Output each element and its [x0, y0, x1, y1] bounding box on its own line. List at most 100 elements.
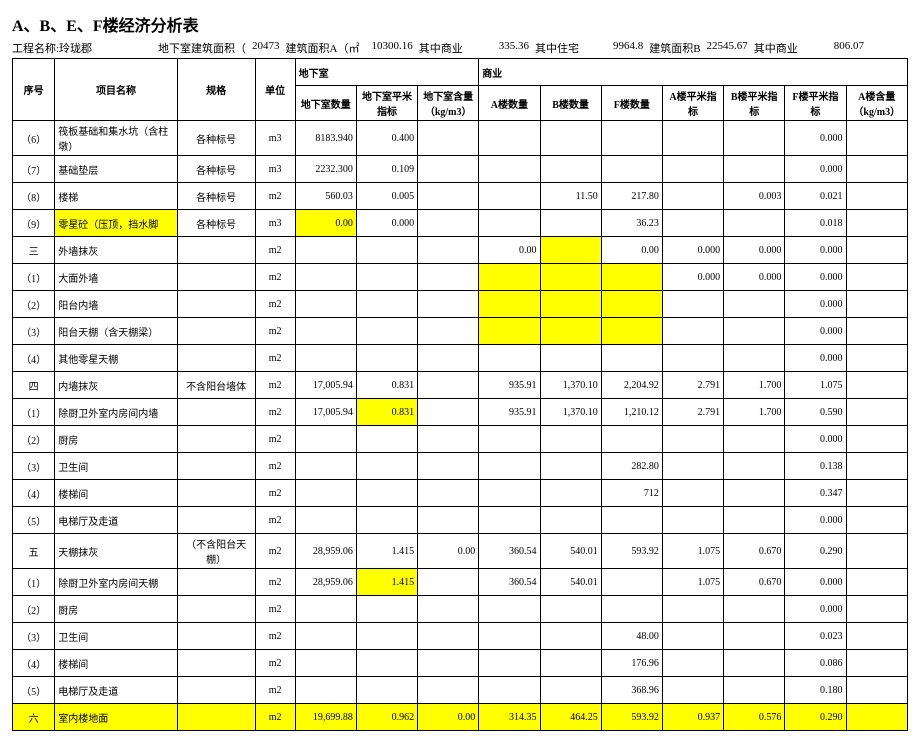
- cell-value: [540, 426, 601, 453]
- cell-value: [356, 453, 417, 480]
- cell-value: [295, 623, 356, 650]
- cell-name: 基础垫层: [55, 156, 177, 183]
- cell-name: 电梯厅及走道: [55, 677, 177, 704]
- cell-value: [540, 121, 601, 156]
- cell-value: 1,210.12: [601, 399, 662, 426]
- cell-value: 540.01: [540, 534, 601, 569]
- cell-value: 0.000: [785, 237, 846, 264]
- cell-name: 阳台内墙: [55, 291, 177, 318]
- cell-value: 0.000: [785, 596, 846, 623]
- cell-value: [540, 291, 601, 318]
- cell-spec: 各种标号: [177, 121, 255, 156]
- cell-spec: [177, 345, 255, 372]
- cell-name: 楼梯间: [55, 480, 177, 507]
- cell-value: 0.000: [785, 156, 846, 183]
- cell-unit: m2: [255, 237, 295, 264]
- cell-value: 8183.940: [295, 121, 356, 156]
- table-row: 五天棚抹灰（不含阳台天棚）m228,959.061.4150.00360.545…: [13, 534, 908, 569]
- bizB-val: 806.07: [834, 40, 864, 56]
- cell-name: 卫生间: [55, 623, 177, 650]
- cell-value: [846, 372, 907, 399]
- cell-value: 1.415: [356, 534, 417, 569]
- cell-value: 2232.300: [295, 156, 356, 183]
- cell-value: [846, 399, 907, 426]
- cell-unit: m3: [255, 121, 295, 156]
- cell-value: [846, 623, 907, 650]
- cell-spec: [177, 596, 255, 623]
- cell-value: [601, 121, 662, 156]
- cell-value: [846, 156, 907, 183]
- cell-value: [846, 480, 907, 507]
- cell-value: [418, 569, 479, 596]
- cell-seq: （4）: [13, 650, 55, 677]
- cell-value: [662, 318, 723, 345]
- cell-seq: （2）: [13, 291, 55, 318]
- cell-unit: m2: [255, 507, 295, 534]
- cell-value: 11.50: [540, 183, 601, 210]
- cell-value: 1.075: [662, 534, 723, 569]
- cell-value: [540, 237, 601, 264]
- cell-value: [418, 453, 479, 480]
- cell-value: [540, 345, 601, 372]
- hdr-g2a: A楼数量: [479, 86, 540, 121]
- cell-value: 0.086: [785, 650, 846, 677]
- cell-value: [724, 507, 785, 534]
- cell-value: [540, 318, 601, 345]
- cell-value: [846, 650, 907, 677]
- cell-value: 0.00: [479, 237, 540, 264]
- cell-value: 1.075: [785, 372, 846, 399]
- cell-value: 0.400: [356, 121, 417, 156]
- cell-value: [601, 291, 662, 318]
- cell-value: [418, 507, 479, 534]
- cell-value: [601, 507, 662, 534]
- cell-spec: 不含阳台墙体: [177, 372, 255, 399]
- cell-spec: [177, 399, 255, 426]
- cell-value: [724, 156, 785, 183]
- cell-spec: [177, 264, 255, 291]
- cell-seq: 四: [13, 372, 55, 399]
- cell-name: 内墙抹灰: [55, 372, 177, 399]
- cell-value: 2.791: [662, 372, 723, 399]
- cell-value: [356, 237, 417, 264]
- cell-unit: m2: [255, 596, 295, 623]
- cell-value: 0.005: [356, 183, 417, 210]
- cell-value: [479, 480, 540, 507]
- cell-unit: m2: [255, 480, 295, 507]
- cell-value: 0.000: [785, 507, 846, 534]
- cell-value: [479, 121, 540, 156]
- cell-value: [662, 426, 723, 453]
- cell-value: 176.96: [601, 650, 662, 677]
- cell-value: 712: [601, 480, 662, 507]
- meta-row: 工程名称:玲珑郡 地下室建筑面积（ 20473 建筑面积A（㎡ 10300.16…: [12, 40, 908, 56]
- hdr-grp-basement: 地下室: [295, 59, 479, 86]
- cell-value: 0.109: [356, 156, 417, 183]
- table-row: （1）除厨卫外室内房间天棚m228,959.061.415360.54540.0…: [13, 569, 908, 596]
- cell-spec: [177, 623, 255, 650]
- cell-value: [479, 210, 540, 237]
- cell-value: 560.03: [295, 183, 356, 210]
- cell-value: 0.00: [295, 210, 356, 237]
- cell-value: 1.700: [724, 399, 785, 426]
- table-row: （4）楼梯间m27120.347: [13, 480, 908, 507]
- cell-spec: [177, 453, 255, 480]
- cell-seq: （8）: [13, 183, 55, 210]
- cell-value: [479, 291, 540, 318]
- cell-value: [540, 156, 601, 183]
- cell-value: [601, 345, 662, 372]
- areaB-val: 22545.67: [707, 40, 748, 56]
- cell-seq: （7）: [13, 156, 55, 183]
- cell-value: [356, 345, 417, 372]
- cell-value: [418, 426, 479, 453]
- hdr-seq: 序号: [13, 59, 55, 121]
- cell-value: [846, 426, 907, 453]
- cell-value: [662, 345, 723, 372]
- cell-value: [662, 156, 723, 183]
- hdr-unit: 单位: [255, 59, 295, 121]
- cell-value: [724, 677, 785, 704]
- cell-unit: m2: [255, 264, 295, 291]
- cell-value: [662, 650, 723, 677]
- table-row: （3）卫生间m2282.800.138: [13, 453, 908, 480]
- cell-value: [418, 677, 479, 704]
- cell-name: 厨房: [55, 426, 177, 453]
- cell-spec: [177, 507, 255, 534]
